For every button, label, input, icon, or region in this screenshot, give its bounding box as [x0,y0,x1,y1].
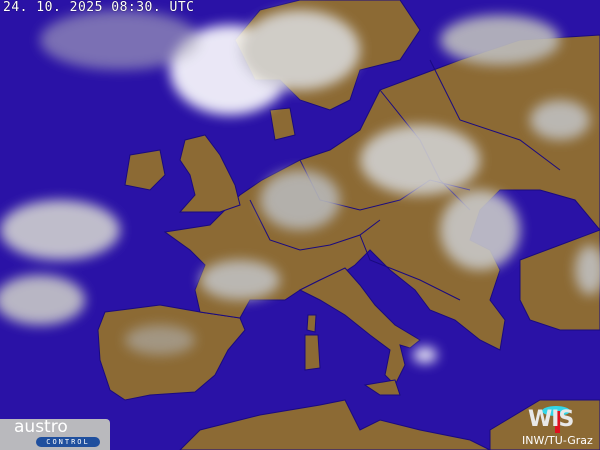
austro-control-logo: austro CONTROL [0,417,110,450]
clouds [0,10,600,363]
wis-logo-word: WIS [528,407,574,432]
austro-logo-word: austro [14,417,68,437]
sicily [363,379,401,396]
corsica [306,314,317,333]
credit-label: INW/TU-Graz [522,434,593,447]
wis-cloud-icon [542,406,570,433]
sardinia [304,334,321,371]
austro-logo-sub: CONTROL [36,437,100,447]
italy [298,267,421,386]
denmark [269,107,296,141]
north-africa [179,399,491,450]
africa-east [489,399,600,450]
britain [178,134,241,213]
wis-logo: WIS [528,405,588,433]
ireland [124,149,166,191]
timestamp-label: 24. 10. 2025 08:30. UTC [3,0,195,15]
